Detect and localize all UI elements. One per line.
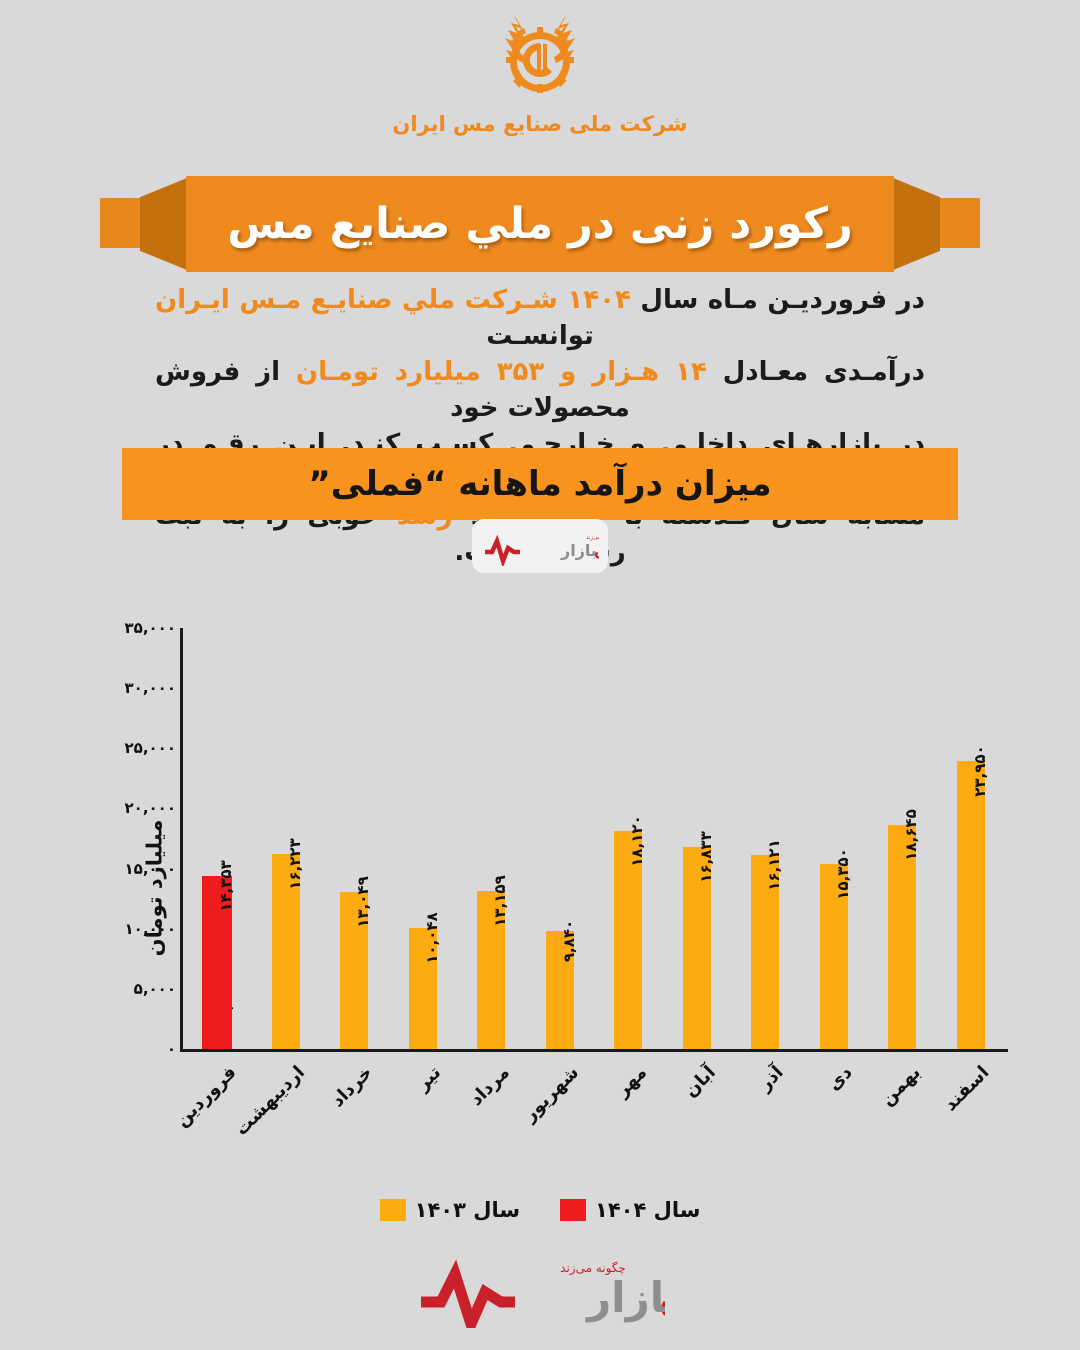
copper-company-crest-icon bbox=[505, 16, 575, 93]
chart-bar-group: ۱۶,۱۲۱ bbox=[731, 628, 800, 1049]
legend-label: سال ۱۴۰۳ bbox=[414, 1198, 520, 1222]
chart-bar: ۱۸,۶۴۵ bbox=[888, 809, 920, 1049]
chart-bar-value-label: ۲۳,۹۵۰ bbox=[970, 745, 989, 797]
chart-bar-value-label: ۱۳,۰۴۹ bbox=[354, 876, 373, 928]
x-axis-tick-label: فروردین bbox=[170, 1062, 241, 1132]
chart-bar-value-label: ۹,۸۴۰ bbox=[559, 919, 578, 962]
chart-bar-value-label: ۱۳,۱۵۹ bbox=[491, 874, 510, 927]
chart-bar-value-label: ۱۴,۳۵۳ bbox=[217, 860, 236, 913]
chart-bar-group: ۹,۸۴۰ bbox=[526, 628, 595, 1049]
y-axis-ticks: ۰ ۵,۰۰۰ ۱۰,۰۰۰ ۱۵,۰۰۰ ۲۰,۰۰۰ ۲۵,۰۰۰ ۳۰,۰۰۰ ۳۵,۰… bbox=[118, 619, 176, 1058]
legend-item[interactable]: سال ۱۴۰۴ bbox=[560, 1198, 700, 1222]
chart-bar: ۹,۸۴۰ bbox=[545, 919, 578, 1049]
chart-subtitle: میزان درآمد ماهانه “فملی” bbox=[308, 464, 772, 504]
chart-legend: سال ۱۴۰۴ سال ۱۴۰۳ bbox=[0, 1198, 1080, 1222]
chart-bar: ۱۴,۳۵۳ bbox=[202, 861, 235, 1049]
svg-text:بازار: بازار bbox=[585, 1273, 665, 1322]
lede-text: در فروردیـن مـاه سال bbox=[630, 285, 925, 315]
chart-bar-group: ۱۰,۰۴۸ bbox=[389, 628, 458, 1049]
svg-text:نبض: نبض bbox=[659, 1273, 665, 1317]
y-axis-line bbox=[180, 628, 183, 1052]
ribbon-fold-left bbox=[140, 176, 192, 272]
chart-bar: ۱۶,۲۲۳ bbox=[271, 838, 304, 1049]
y-axis-tick-label: ۲۰,۰۰۰ bbox=[124, 799, 176, 818]
x-axis-tick-label: خرداد bbox=[327, 1062, 378, 1112]
legend-item[interactable]: سال ۱۴۰۳ bbox=[379, 1198, 520, 1222]
chart-bar: ۱۳,۱۵۹ bbox=[477, 875, 509, 1049]
chart-subtitle-banner: میزان درآمد ماهانه “فملی” bbox=[122, 448, 958, 520]
chart-bar-value-label: ۱۶,۸۳۳ bbox=[696, 830, 715, 883]
ribbon-body: رکورد زنی در ملي صنایع مس bbox=[186, 176, 894, 272]
lede-text: درآمـدی معـادل bbox=[706, 357, 925, 387]
chart-bar: ۱۳,۰۴۹ bbox=[340, 876, 372, 1049]
chart-bar-value-label: ۱۶,۲۲۳ bbox=[285, 838, 304, 890]
x-axis-tick-label: تیر bbox=[412, 1062, 446, 1095]
lede-line-1: در فروردیـن مـاه سال ۱۴۰۴ شـرکت ملي صنای… bbox=[155, 282, 925, 354]
chart-bar: ۱۶,۸۳۳ bbox=[682, 831, 715, 1049]
ribbon-fold-right bbox=[888, 176, 940, 272]
legend-label: سال ۱۴۰۴ bbox=[595, 1198, 701, 1222]
chart-bar-value-label: ۱۵,۳۵۰ bbox=[833, 848, 852, 901]
lede-text: توانسـت bbox=[486, 321, 594, 351]
chart-bar: ۲۳,۹۵۰ bbox=[956, 745, 989, 1049]
chart-bar-group: ۵,۰۴۳۱۴,۳۵۳ bbox=[183, 628, 252, 1049]
y-axis-tick-label: ۵,۰۰۰ bbox=[133, 979, 176, 998]
footer-logo: چگونه می‌زند نبض بازار bbox=[0, 1256, 1080, 1328]
company-name: شرکت ملی صنایع مس ایران bbox=[392, 112, 688, 136]
pulse-bazaar-logo-icon: چگونه می‌زند نبض بازار bbox=[485, 534, 599, 566]
chart-bar: ۱۵,۳۵۰ bbox=[819, 849, 852, 1049]
chart-bar-group: ۱۸,۱۲۰ bbox=[594, 628, 663, 1049]
chart-bar-group: ۱۸,۶۴۵ bbox=[868, 628, 937, 1049]
lede-highlight: ۱۴ هـزار و ۳۵۳ میلیارد تومـان bbox=[295, 357, 707, 387]
lede-highlight: ۱۴۰۴ شـرکت ملي صنایـع مـس ایـران bbox=[155, 285, 631, 315]
company-logo: شرکت ملی صنایع مس ایران bbox=[0, 10, 1080, 150]
svg-text:بازار: بازار bbox=[560, 541, 597, 560]
x-axis-tick-label: بهمن bbox=[877, 1062, 926, 1111]
lede-line-2: درآمـدی معـادل ۱۴ هـزار و ۳۵۳ میلیارد تو… bbox=[155, 354, 925, 426]
chart-bar-value-label: ۱۸,۱۲۰ bbox=[628, 815, 647, 867]
x-axis-tick-label: اسفند bbox=[940, 1062, 994, 1116]
svg-text:نبض: نبض bbox=[594, 541, 599, 559]
x-axis-tick-label: اردیبهشت bbox=[230, 1062, 309, 1140]
chart-bar: ۱۸,۱۲۰ bbox=[614, 815, 646, 1049]
svg-text:چگونه می‌زند: چگونه می‌زند bbox=[586, 534, 599, 541]
x-axis-tick-label: دی bbox=[823, 1062, 857, 1096]
chart-bar-group: ۱۳,۰۴۹ bbox=[320, 628, 389, 1049]
y-axis-tick-label: ۳۵,۰۰۰ bbox=[124, 619, 176, 637]
y-axis-tick-label: ۳۰,۰۰۰ bbox=[124, 679, 176, 698]
page-title: رکورد زنی در ملي صنایع مس bbox=[227, 199, 853, 249]
chart-bar-value-label: ۱۰,۰۴۸ bbox=[422, 912, 441, 964]
x-axis-line bbox=[180, 1049, 1008, 1052]
chart-bar-group: ۱۳,۱۵۹ bbox=[457, 628, 526, 1049]
chart-bar: ۱۰,۰۴۸ bbox=[408, 912, 441, 1049]
chart-bar: ۱۶,۱۲۱ bbox=[751, 839, 783, 1049]
legend-swatch bbox=[379, 1199, 406, 1221]
x-axis-tick-label: مهر bbox=[612, 1062, 652, 1102]
chart-bar-group: ۲۳,۹۵۰ bbox=[937, 628, 1006, 1049]
legend-swatch bbox=[560, 1199, 586, 1221]
pulse-bazaar-footer-logo-icon: چگونه می‌زند نبض بازار bbox=[421, 1259, 665, 1328]
chart-bar-group: ۱۶,۸۳۳ bbox=[663, 628, 732, 1049]
y-axis-tick-label: ۱۵,۰۰۰ bbox=[124, 859, 176, 878]
chart-bar-value-label: ۱۶,۱۲۱ bbox=[765, 839, 784, 891]
x-axis-tick-label: آبان bbox=[679, 1062, 720, 1102]
chart-bar-group: ۱۵,۳۵۰ bbox=[800, 628, 869, 1049]
x-axis-tick-label: مرداد bbox=[466, 1062, 515, 1111]
monthly-revenue-chart: میلیارد تومان ۰ ۵,۰۰۰ ۱۰,۰۰۰ ۱۵,۰۰۰ ۲۰,۰۰۰ ۲۵… bbox=[0, 619, 1080, 1188]
svg-text:چگونه می‌زند: چگونه می‌زند bbox=[560, 1261, 626, 1276]
chart-plot-area: فروردین ۵,۰۴۳۱۴,۳۵۳ اردیبهشت ۱۶,۲۲۳ خرداد ۱۳,… bbox=[171, 628, 1006, 1140]
chart-bar-value-label: ۱۸,۶۴۵ bbox=[902, 808, 921, 861]
x-axis-tick-label: آذر bbox=[755, 1062, 789, 1096]
y-axis-tick-label: ۲۵,۰۰۰ bbox=[124, 739, 176, 758]
lede-text: از فروش محصولات خود bbox=[155, 357, 630, 423]
title-ribbon: رکورد زنی در ملي صنایع مس bbox=[0, 168, 1080, 280]
pulse-bazaar-badge: چگونه می‌زند نبض بازار bbox=[472, 519, 608, 573]
x-axis-tick-label: شهریور bbox=[518, 1062, 583, 1126]
chart-bar-group: ۱۶,۲۲۳ bbox=[252, 628, 321, 1049]
y-axis-tick-label: ۰ bbox=[166, 1040, 176, 1058]
y-axis-tick-label: ۱۰,۰۰۰ bbox=[124, 919, 176, 938]
